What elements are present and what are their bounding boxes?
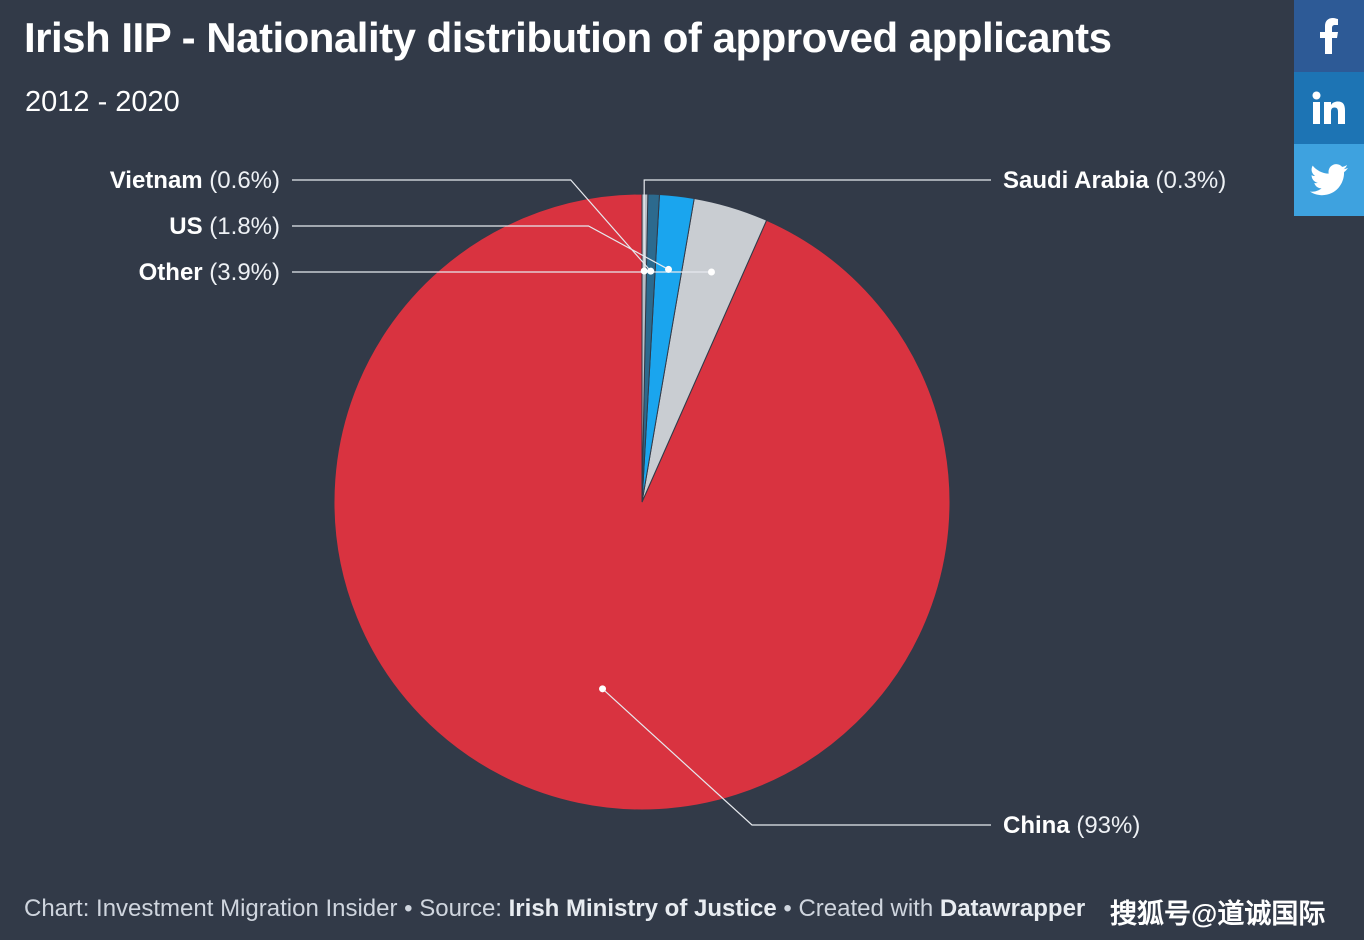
footer-source-prefix: Source: [419, 895, 509, 922]
pie-chart: China (93%) Other (3.9%) US (1.8%) Vietnam … [110, 167, 1226, 839]
leader-lines [292, 179, 991, 826]
footer-separator: • [397, 895, 420, 922]
slice-labels: China (93%) Other (3.9%) US (1.8%) Vietnam … [110, 167, 1226, 839]
watermark-text: 搜狐号@道诚国际 [1110, 899, 1326, 929]
chart-footer: Chart: Investment Migration Insider • So… [24, 895, 1085, 923]
slice-label-other: Other (3.9%) [139, 259, 280, 286]
label-dot-us [665, 265, 673, 273]
facebook-share-button[interactable] [1294, 0, 1364, 72]
slice-label-us: US (1.8%) [169, 213, 280, 240]
leader-line-china [602, 688, 991, 826]
label-dot-china [599, 685, 607, 693]
twitter-share-button[interactable] [1294, 144, 1364, 216]
slice-label-vietnam: Vietnam (0.6%) [110, 167, 280, 194]
facebook-icon [1320, 18, 1338, 54]
leader-line-us [292, 225, 669, 270]
footer-source-link[interactable]: Irish Ministry of Justice [508, 895, 777, 922]
label-dot-vietnam [647, 267, 655, 275]
leader-line-vietnam [292, 179, 652, 272]
linkedin-icon [1312, 91, 1345, 124]
leader-line-saudi-arabia [643, 179, 991, 272]
footer-tool-link[interactable]: Datawrapper [939, 895, 1086, 922]
footer-chart-credit: Chart: Investment Migration Insider [24, 895, 398, 922]
twitter-icon [1310, 164, 1348, 196]
slice-label-china: China (93%) [1003, 812, 1140, 839]
label-dot-other [707, 268, 715, 276]
chart-title: Irish IIP - Nationality distribution of … [24, 14, 1112, 61]
linkedin-share-button[interactable] [1294, 72, 1364, 144]
footer-separator-2: • [776, 895, 799, 922]
slice-label-saudi-arabia: Saudi Arabia (0.3%) [1003, 167, 1226, 194]
footer-created-prefix: Created with [798, 895, 940, 922]
chart-subtitle: 2012 - 2020 [25, 86, 180, 118]
label-dot-saudi-arabia [640, 267, 648, 275]
pie-slices [333, 193, 951, 811]
